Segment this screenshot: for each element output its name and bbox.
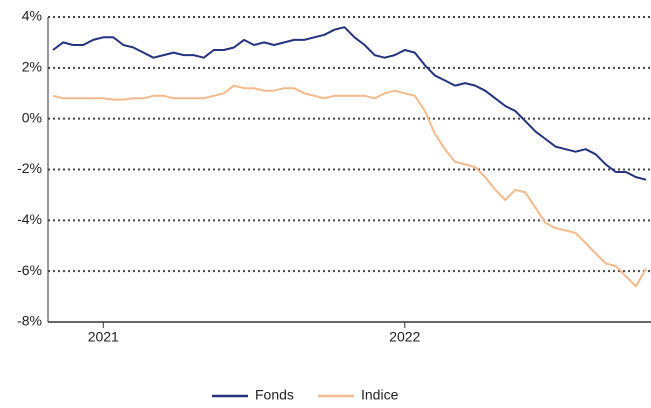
- y-tick-label: -6%: [17, 262, 42, 278]
- x-tick-label: 2022: [389, 329, 420, 345]
- y-tick-label: 2%: [22, 59, 42, 75]
- legend-label: Fonds: [255, 387, 294, 403]
- y-tick-label: -2%: [17, 160, 42, 176]
- y-tick-label: 0%: [22, 109, 42, 125]
- y-tick-label: -8%: [17, 313, 42, 329]
- y-tick-label: 4%: [22, 8, 42, 24]
- line-series: [52, 84, 647, 288]
- line-series: [52, 26, 647, 181]
- y-tick-label: -4%: [17, 211, 42, 227]
- x-tick-label: 2021: [88, 329, 119, 345]
- legend-label: Indice: [361, 387, 399, 403]
